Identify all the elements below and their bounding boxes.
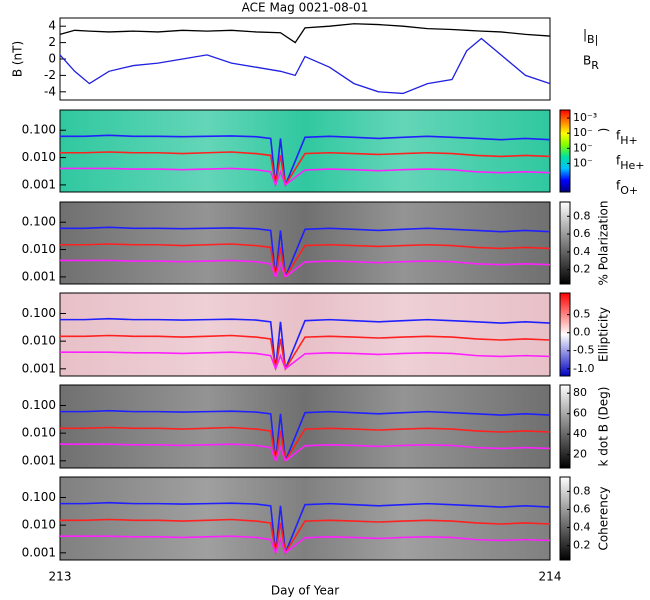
colorbar-tick-label: -0.5 (573, 344, 594, 357)
y-tick-label: 0 (48, 52, 56, 66)
plot-frame (59, 201, 551, 285)
spectrogram-image (60, 477, 550, 560)
spectrogram-image (60, 385, 550, 468)
spectrogram-image (60, 202, 550, 284)
colorbar-tick-label: 0.2 (573, 263, 591, 276)
colorbar-label: % Polarization (597, 201, 611, 286)
series-line (60, 443, 551, 464)
plot-frame (59, 384, 551, 469)
series-line (60, 351, 551, 372)
series-line (59, 23, 551, 44)
colorbar-tick-label: 40 (573, 427, 587, 440)
y-tick-label: 2 (48, 35, 56, 49)
colorbar-label: ) (597, 128, 611, 133)
plot-frame (59, 476, 551, 561)
colorbar-tick-label: 10⁻ (573, 156, 593, 169)
legend-entry: |B| (583, 28, 598, 47)
legend-entry: fH+ (616, 129, 638, 148)
plot-frame (59, 109, 551, 193)
spectrogram-image (60, 110, 550, 192)
series-line (60, 167, 551, 188)
colorbar-tick-label: 10⁻ (573, 141, 593, 154)
legend-entry: BR (583, 54, 599, 73)
spectrogram-image (60, 293, 550, 376)
y-tick-label: 0.100 (22, 215, 56, 229)
series-line (60, 243, 551, 280)
colorbar-tick-label: 10⁻³ (573, 111, 597, 124)
colorbar-tick-label: 0.4 (573, 521, 591, 534)
x-tick-label: 214 (539, 570, 562, 584)
y-tick-label: -4 (44, 84, 56, 98)
colorbar (559, 201, 571, 285)
colorbar-tick-label: 0.6 (573, 502, 591, 515)
colorbar-tick-label: 60 (573, 407, 587, 420)
y-axis-label: B (nT) (11, 41, 25, 77)
colorbar-label: Coherency (597, 486, 611, 550)
y-tick-label: 0.010 (22, 334, 56, 348)
y-tick-label: 0.001 (22, 453, 56, 467)
legend-entry: fHe+ (616, 154, 645, 173)
y-tick-label: 0.001 (22, 269, 56, 283)
colorbar (559, 476, 571, 561)
series-line (60, 226, 551, 278)
colorbar-tick-label: 0.0 (573, 326, 591, 339)
y-tick-label: 0.010 (22, 150, 56, 164)
colorbar-tick-label: 10⁻ (573, 126, 593, 139)
colorbar-tick-label: 0.8 (573, 209, 591, 222)
series-line (60, 426, 551, 464)
y-tick-label: 0.001 (22, 177, 56, 191)
y-tick-label: 0.001 (22, 361, 56, 375)
series-line (60, 134, 551, 186)
colorbar-tick-label: 0.4 (573, 245, 591, 258)
series-line (60, 317, 551, 370)
series-line (60, 409, 551, 462)
y-tick-label: 0.010 (22, 426, 56, 440)
series-line (60, 518, 551, 556)
colorbar (559, 384, 571, 469)
y-tick-label: -2 (44, 68, 56, 82)
y-tick-label: 0.100 (22, 306, 56, 320)
series-line (60, 501, 551, 554)
plot-frame (59, 292, 551, 377)
colorbar-tick-label: 20 (573, 448, 587, 461)
y-tick-label: 0.010 (22, 242, 56, 256)
colorbar (559, 292, 571, 377)
series-line (60, 334, 551, 372)
legend-entry: fO+ (616, 179, 638, 198)
colorbar-label: Ellipticity (597, 307, 611, 362)
y-tick-label: 4 (48, 19, 56, 33)
y-tick-label: 0.001 (22, 545, 56, 559)
y-tick-label: 0.010 (22, 518, 56, 532)
colorbar-tick-label: 80 (573, 386, 587, 399)
series-line (59, 37, 551, 95)
chart-title: ACE Mag 0021-08-01 (242, 1, 369, 15)
colorbar-tick-label: 0.8 (573, 484, 591, 497)
colorbar (559, 109, 571, 193)
series-line (60, 259, 551, 280)
y-tick-label: 0.100 (22, 490, 56, 504)
colorbar-label: k dot B (Deg) (597, 387, 611, 467)
colorbar-tick-label: 0.2 (573, 539, 591, 552)
colorbar-tick-label: 0.6 (573, 227, 591, 240)
series-line (60, 535, 551, 556)
y-tick-label: 0.100 (22, 398, 56, 412)
series-line (60, 151, 551, 188)
y-tick-label: 0.100 (22, 123, 56, 137)
colorbar-tick-label: -1.0 (573, 362, 594, 375)
colorbar-tick-label: 0.5 (573, 308, 591, 321)
x-axis-label: Day of Year (271, 584, 339, 598)
x-tick-label: 213 (49, 570, 72, 584)
